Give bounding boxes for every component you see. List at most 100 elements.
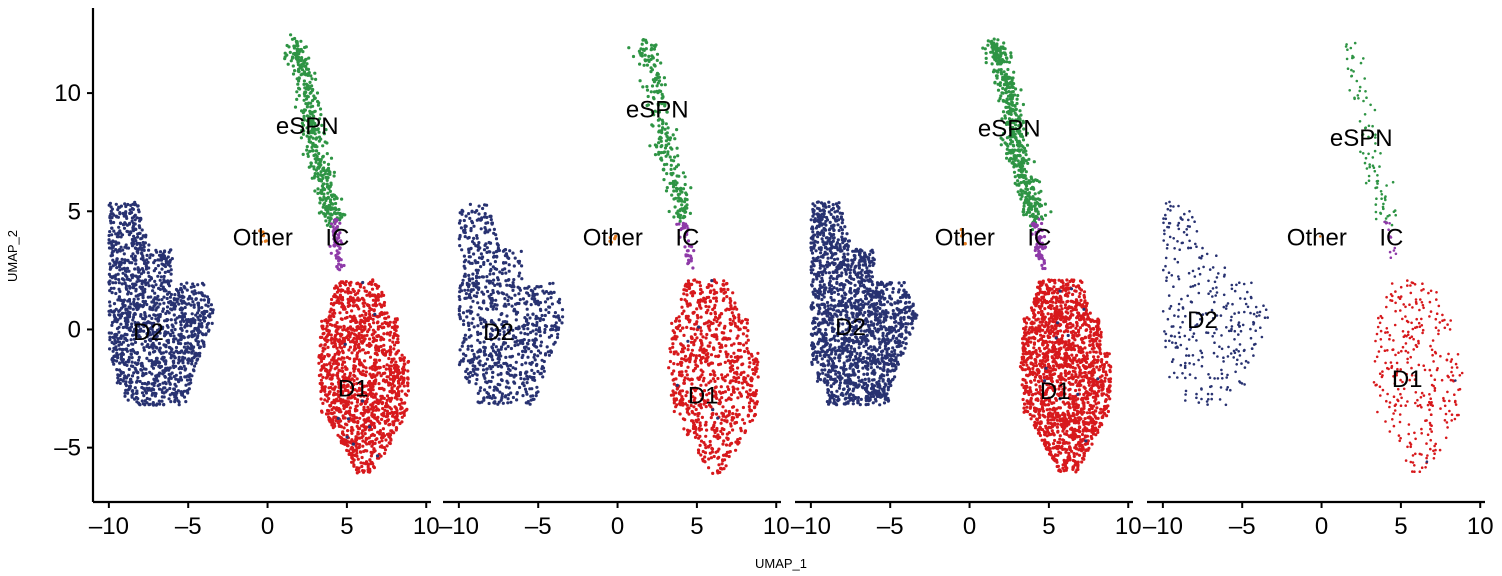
point-d1 [688, 378, 692, 382]
point-d2 [145, 396, 149, 401]
point-d1 [715, 426, 719, 431]
point-d2 [184, 367, 188, 371]
point-d2 [159, 275, 163, 279]
point-d2 [509, 400, 513, 404]
point-d2 [497, 354, 501, 358]
point-ic [338, 268, 342, 272]
point-d1 [725, 420, 729, 424]
point-d2 [474, 268, 478, 272]
point-d2 [476, 350, 480, 354]
point-d2 [468, 202, 472, 206]
point-espn [301, 50, 305, 54]
point-d1 [361, 297, 365, 301]
point-d2 [143, 312, 147, 316]
point-d2 [155, 402, 159, 406]
point-d2 [186, 297, 190, 301]
point-d2 [148, 402, 152, 406]
point-d2 [486, 289, 490, 294]
point-d2 [112, 260, 116, 264]
point-d1 [320, 319, 324, 323]
point-d1 [704, 360, 708, 364]
point-d1 [710, 284, 714, 288]
point-d2 [483, 231, 487, 235]
point-d2 [186, 391, 190, 395]
point-espn [297, 70, 301, 74]
point-d1 [370, 451, 374, 455]
point-d2 [154, 392, 158, 396]
point-d2 [136, 297, 140, 301]
point-d2 [179, 299, 183, 303]
point-d2 [138, 279, 142, 283]
point-d2 [115, 266, 119, 270]
point-d2 [118, 249, 122, 253]
point-d2 [475, 236, 479, 240]
point-d2 [161, 252, 165, 256]
point-d1 [361, 412, 365, 416]
point-d2 [468, 361, 472, 365]
point-d1 [373, 395, 377, 399]
point-d1 [374, 360, 378, 364]
point-d2 [479, 227, 483, 231]
point-d2 [133, 283, 137, 287]
point-d2 [184, 400, 188, 404]
point-d2 [505, 314, 509, 318]
point-d2 [522, 323, 526, 327]
point-d1 [328, 403, 332, 408]
point-d2 [512, 285, 516, 289]
point-d2 [189, 285, 193, 289]
point-d2 [164, 350, 168, 354]
point-d1 [692, 431, 697, 435]
point-d1 [338, 281, 342, 285]
point-espn [334, 195, 338, 199]
point-d2 [205, 323, 209, 327]
point-d2 [472, 294, 476, 298]
point-d2 [461, 311, 466, 315]
point-d2 [127, 233, 131, 237]
point-d2 [502, 292, 506, 296]
point-d2 [509, 346, 513, 351]
point-d2 [462, 264, 466, 268]
point-d2 [190, 330, 194, 334]
point-d2 [375, 454, 380, 458]
point-d2 [157, 286, 161, 290]
point-d2 [183, 286, 187, 290]
point-d2 [123, 281, 127, 286]
point-d1 [356, 343, 360, 347]
point-d2 [148, 256, 152, 260]
point-d2 [108, 335, 112, 339]
point-d1 [721, 458, 725, 462]
point-d2 [166, 281, 170, 285]
point-d2 [126, 202, 130, 207]
point-d2 [523, 387, 528, 391]
point-d1 [357, 446, 361, 450]
point-d2 [108, 262, 112, 266]
point-d2 [117, 278, 121, 282]
point-d2 [153, 349, 157, 353]
point-d2 [206, 300, 211, 304]
point-d1 [393, 419, 397, 423]
point-d2 [124, 307, 128, 311]
point-d1 [317, 361, 321, 365]
point-d2 [513, 256, 517, 260]
point-d2 [158, 327, 162, 331]
point-d1 [716, 436, 720, 441]
point-d1 [753, 372, 757, 376]
point-d1 [728, 297, 732, 301]
point-d2 [473, 259, 477, 263]
point-d1 [396, 375, 400, 380]
point-d1 [695, 320, 699, 324]
point-espn [304, 102, 308, 106]
point-d2 [130, 374, 135, 378]
point-d1 [756, 375, 760, 379]
point-d1 [690, 336, 694, 340]
point-d2 [108, 289, 112, 293]
point-d2 [361, 280, 365, 285]
point-d2 [534, 332, 538, 336]
point-d2 [346, 417, 350, 421]
point-d1 [395, 426, 399, 430]
point-d2 [497, 291, 501, 295]
point-d2 [492, 401, 496, 405]
point-d1 [391, 340, 395, 344]
point-d2 [198, 314, 202, 318]
point-d1 [732, 375, 736, 379]
